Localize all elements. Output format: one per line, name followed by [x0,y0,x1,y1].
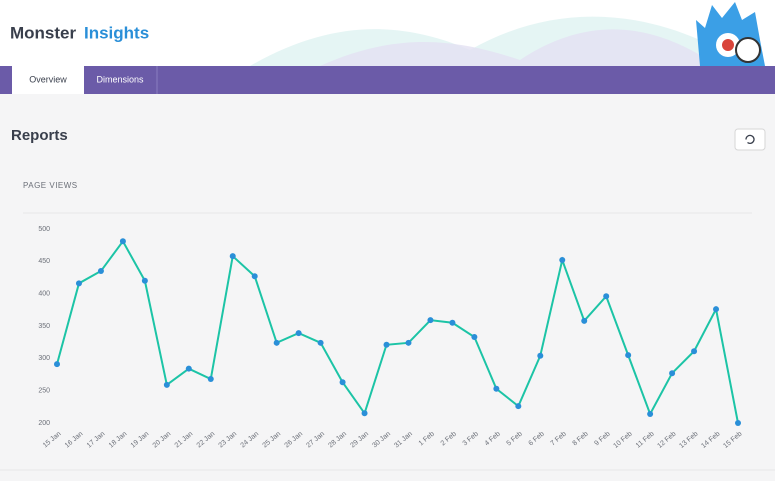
x-tick-label: 6 Feb [528,431,546,448]
x-tick-label: 21 Jan [174,431,195,450]
x-tick-label: 1 Feb [418,431,436,448]
x-tick-label: 23 Jan [218,431,239,450]
x-tick-label: 8 Feb [571,431,589,448]
tab[interactable]: Overview [29,74,67,84]
point [207,376,214,383]
x-tick-label: 28 Jan [327,431,348,450]
point [603,293,610,300]
x-tick-label: 15 Jan [42,431,63,450]
x-tick-label: 3 Feb [462,431,480,448]
x-tick-label: 29 Jan [349,431,370,450]
x-tick-label: 11 Feb [635,431,656,450]
point [251,273,258,280]
x-tick-label: 31 Jan [393,431,414,450]
tab-bar [0,66,775,94]
line [56,239,739,424]
y-tick-label: 200 [38,420,50,427]
x-tick-label: 4 Feb [484,431,502,448]
x-tick-label: 2 Feb [440,431,458,448]
point [361,410,368,417]
y-tick-label: 450 [38,258,50,265]
page-title: Reports [11,127,68,144]
point [713,306,720,313]
x-tick-label: 13 Feb [678,431,699,450]
point [317,339,324,346]
x-tick-label: 10 Feb [612,431,633,450]
point [471,333,478,340]
tab[interactable]: Dimensions [96,74,144,84]
point [669,370,676,377]
x-tick-label: 15 Feb [722,431,743,450]
x-tick-label: 9 Feb [593,431,611,448]
point [647,410,654,417]
point [735,420,741,426]
point [449,319,456,326]
point [97,268,104,275]
brand-part2: Insights [84,23,149,42]
point [625,352,632,359]
point [427,317,434,324]
point [185,365,192,372]
x-tick-label: 24 Jan [240,431,261,450]
point [229,253,236,260]
x-tick-label: 22 Jan [196,431,217,450]
header-wave [320,29,700,66]
point [339,379,346,386]
tab-active[interactable] [12,66,84,94]
point [581,317,588,324]
point [383,341,390,348]
x-tick-label: 5 Feb [506,431,524,448]
x-tick-label: 7 Feb [550,431,568,448]
point [493,385,500,392]
point [515,403,522,410]
point [691,348,698,355]
point [163,381,170,388]
y-tick-label: 250 [38,388,50,395]
x-tick-label: 18 Jan [108,431,129,450]
x-tick-label: 19 Jan [130,431,151,450]
y-tick-label: 400 [38,291,50,298]
refresh-icon [745,134,755,145]
point [405,339,412,346]
x-tick-label: 30 Jan [371,431,392,450]
x-tick-label: 14 Feb [700,431,721,450]
y-tick-label: 500 [38,226,50,233]
point [75,280,82,287]
x-tick-label: 16 Jan [64,431,85,450]
point [273,339,280,346]
x-tick-label: 27 Jan [305,431,326,450]
x-tick-label: 12 Feb [656,431,677,450]
point [537,352,544,359]
mascot [696,2,765,66]
point [54,361,60,368]
point [559,257,566,264]
point [295,330,302,337]
chart-title: PAGE VIEWS [23,181,78,190]
brand-part1: Monster [10,23,77,42]
x-tick-label: 25 Jan [262,431,283,450]
y-tick-label: 350 [38,323,50,330]
point [141,277,148,284]
point [119,238,126,245]
x-tick-label: 26 Jan [284,431,305,450]
y-tick-label: 300 [38,355,50,362]
refresh-button[interactable] [734,128,766,151]
x-tick-label: 17 Jan [86,431,107,450]
x-tick-label: 20 Jan [152,431,173,450]
